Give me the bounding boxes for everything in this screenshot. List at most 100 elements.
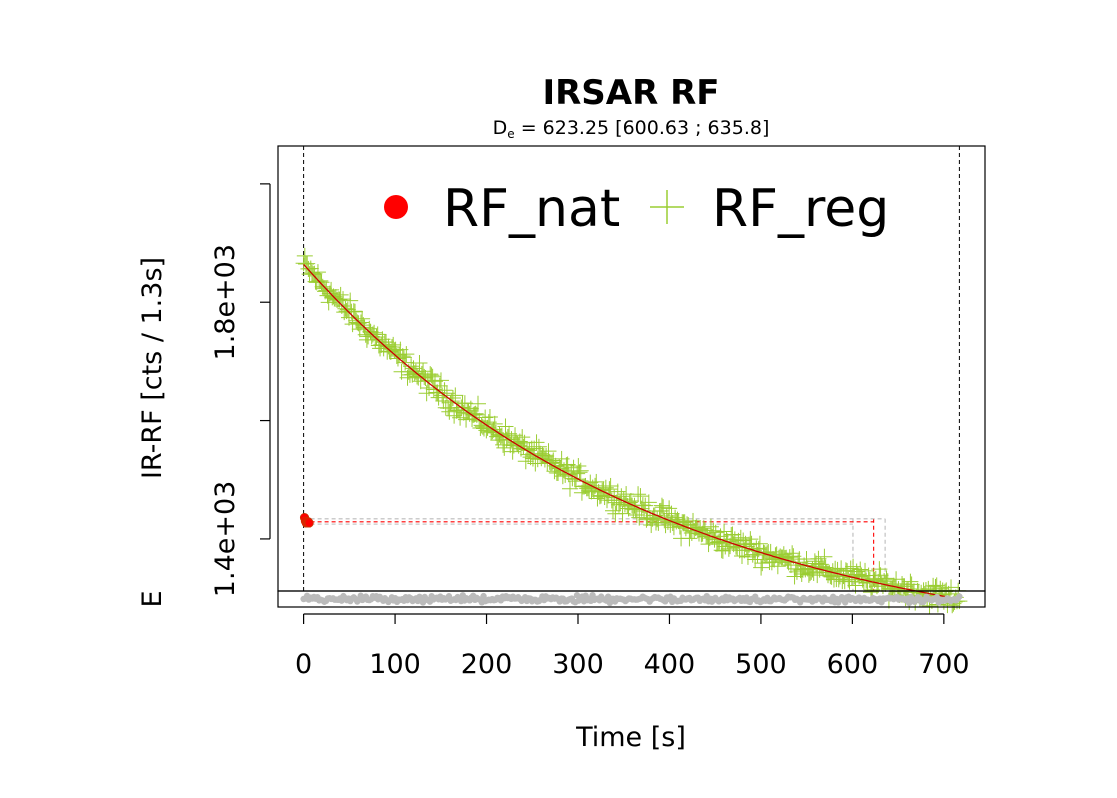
- rf-reg-point: [354, 310, 371, 327]
- rf-reg-point: [588, 473, 605, 490]
- rf-reg-point: [857, 562, 874, 579]
- rf-reg-point: [781, 549, 798, 566]
- rf-reg-point: [763, 554, 780, 571]
- rf-reg-point: [679, 516, 696, 533]
- rf-reg-point: [509, 435, 526, 452]
- legend-rf-nat-marker: [384, 195, 408, 219]
- rf-reg-point: [507, 427, 524, 444]
- rf-reg-point: [550, 464, 567, 481]
- rf-reg-point: [536, 451, 553, 468]
- rf-reg-point: [521, 442, 538, 459]
- subtitle-text: = 623.25 [600.63 ; 635.8]: [515, 117, 770, 139]
- rf-reg-point: [306, 265, 323, 282]
- rf-reg-point: [381, 343, 398, 360]
- fit-curve-line: [303, 263, 960, 600]
- rf-reg-point: [430, 389, 447, 406]
- rf-reg-point: [397, 354, 414, 371]
- rf-reg-point: [363, 328, 380, 345]
- chart-subtitle: De = 623.25 [600.63 ; 635.8]: [493, 117, 770, 141]
- series-rf-nat: [299, 513, 314, 528]
- rf-reg-point: [688, 519, 705, 536]
- x-tick-label-100: 100: [369, 649, 421, 680]
- rf-reg-point: [663, 505, 680, 522]
- rf-reg-point: [503, 431, 520, 448]
- residual-point: [956, 593, 963, 600]
- rf-reg-point: [425, 381, 442, 398]
- rf-reg-point: [653, 497, 670, 514]
- x-tick-label-700: 700: [918, 649, 970, 680]
- rf-reg-point: [751, 535, 768, 552]
- rf-reg-point: [314, 278, 331, 295]
- rf-reg-point: [748, 540, 765, 557]
- rf-reg-point: [460, 402, 477, 419]
- rf-reg-point: [902, 573, 919, 590]
- rf-reg-point: [441, 403, 458, 420]
- rf-reg-point: [515, 438, 532, 455]
- rf-reg-point: [432, 372, 449, 389]
- rf-reg-point: [423, 367, 440, 384]
- rf-reg-point: [392, 341, 409, 358]
- rf-reg-point: [716, 523, 733, 540]
- rf-reg-point: [458, 411, 475, 428]
- rf-reg-point: [572, 462, 589, 479]
- rf-reg-point: [632, 488, 649, 505]
- rf-reg-point: [720, 540, 737, 557]
- rf-reg-point: [327, 289, 344, 306]
- residual-point: [841, 599, 849, 606]
- rf-reg-point: [530, 438, 547, 455]
- rf-reg-point: [313, 274, 330, 291]
- rf-reg-point: [613, 488, 630, 505]
- rf-reg-point: [481, 409, 498, 426]
- rf-reg-point: [732, 529, 749, 546]
- rf-reg-point: [640, 494, 657, 511]
- rf-reg-point: [422, 366, 439, 383]
- rf-reg-point: [927, 578, 944, 595]
- rf-reg-point: [622, 492, 639, 509]
- rf-reg-point: [799, 560, 816, 577]
- rf-reg-point: [646, 507, 663, 524]
- rf-reg-point: [650, 514, 667, 531]
- rf-reg-point: [561, 480, 578, 497]
- rf-reg-point: [350, 315, 367, 332]
- rf-reg-point: [323, 281, 340, 298]
- rf-reg-point: [528, 434, 545, 451]
- rf-reg-point: [628, 507, 645, 524]
- rf-reg-point: [816, 548, 833, 565]
- rf-reg-point: [784, 545, 801, 562]
- rf-reg-point: [427, 373, 444, 390]
- rf-reg-point: [871, 561, 888, 578]
- subtitle-subscript: e: [507, 127, 514, 141]
- rf-reg-point: [778, 549, 795, 566]
- rf-reg-point: [754, 555, 771, 572]
- rf-reg-point: [855, 574, 872, 591]
- rf-reg-point: [714, 542, 731, 559]
- rf-reg-point: [943, 579, 960, 596]
- axes: 0 100 200 300 400 500 600 700 1.4e+03 1.8e+03: [210, 183, 970, 680]
- rf-reg-point: [589, 490, 606, 507]
- reference-lines: [303, 146, 960, 591]
- residual-point: [480, 592, 487, 600]
- rf-reg-point: [499, 429, 516, 446]
- rf-reg-point: [884, 580, 901, 597]
- rf-reg-point: [878, 570, 895, 587]
- rf-reg-point: [533, 450, 550, 467]
- rf-reg-point: [859, 575, 876, 592]
- rf-reg-point: [552, 460, 569, 477]
- rf-reg-point: [296, 247, 313, 264]
- rf-reg-point: [348, 312, 365, 329]
- rf-reg-point: [486, 415, 503, 432]
- rf-reg-point: [366, 324, 383, 341]
- rf-reg-point: [565, 459, 582, 476]
- rf-reg-point: [534, 447, 551, 464]
- rf-reg-point: [888, 571, 905, 588]
- chart-title: IRSAR RF: [542, 73, 719, 113]
- rf-reg-point: [517, 453, 534, 470]
- rf-reg-point: [866, 572, 883, 589]
- rf-reg-point: [355, 317, 372, 334]
- rf-reg-point: [729, 539, 746, 556]
- residual-axis-label: E: [137, 590, 168, 607]
- rf-reg-point: [312, 272, 329, 289]
- rf-reg-point: [570, 458, 587, 475]
